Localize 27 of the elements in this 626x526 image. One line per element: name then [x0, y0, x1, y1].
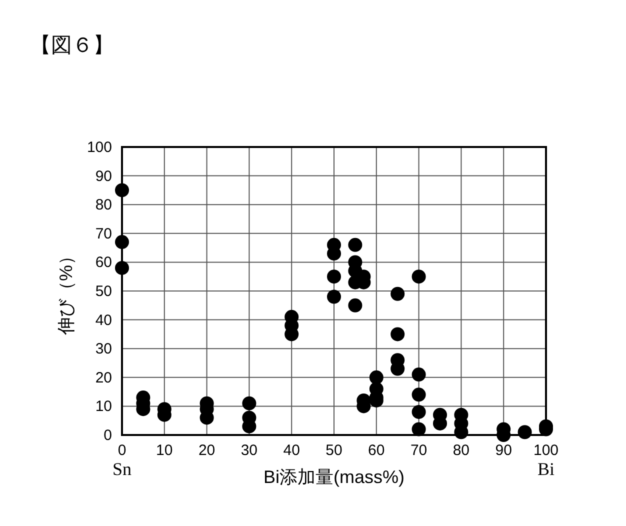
text: Sn: [112, 459, 132, 479]
x-tick-label: 40: [283, 442, 300, 459]
x-axis-title: Bi添加量(mass%): [263, 467, 405, 487]
y-tick-label: 70: [95, 225, 112, 242]
y-tick-label: 40: [95, 312, 112, 329]
y-tick-label: 30: [95, 340, 112, 358]
x-tick-label: 30: [240, 442, 258, 459]
x-tick-label: 0: [118, 442, 126, 459]
y-tick-label: 80: [95, 196, 112, 214]
y-axis-title: 伸び（%）: [56, 246, 76, 336]
y-tick-label: 90: [95, 168, 112, 185]
x-tick-label: 70: [410, 442, 428, 459]
y-tick-label: 100: [86, 139, 112, 156]
x-tick-label: 60: [368, 442, 385, 459]
x-tick-label: 100: [533, 442, 559, 459]
y-tick-label: 50: [95, 283, 112, 300]
x-tick-label: 50: [326, 442, 342, 459]
y-tick-label: 10: [95, 398, 112, 416]
x-tick-label: 90: [495, 442, 512, 459]
x-tick-label: 80: [452, 442, 470, 459]
chart-title: 【図６】: [30, 33, 114, 57]
y-tick-label: 20: [95, 369, 112, 386]
text: Bi: [537, 459, 555, 479]
x-tick-label: 10: [156, 442, 173, 459]
x-tick-label: 20: [198, 442, 216, 459]
y-tick-label: 0: [104, 427, 112, 444]
y-tick-label: 60: [95, 254, 112, 272]
